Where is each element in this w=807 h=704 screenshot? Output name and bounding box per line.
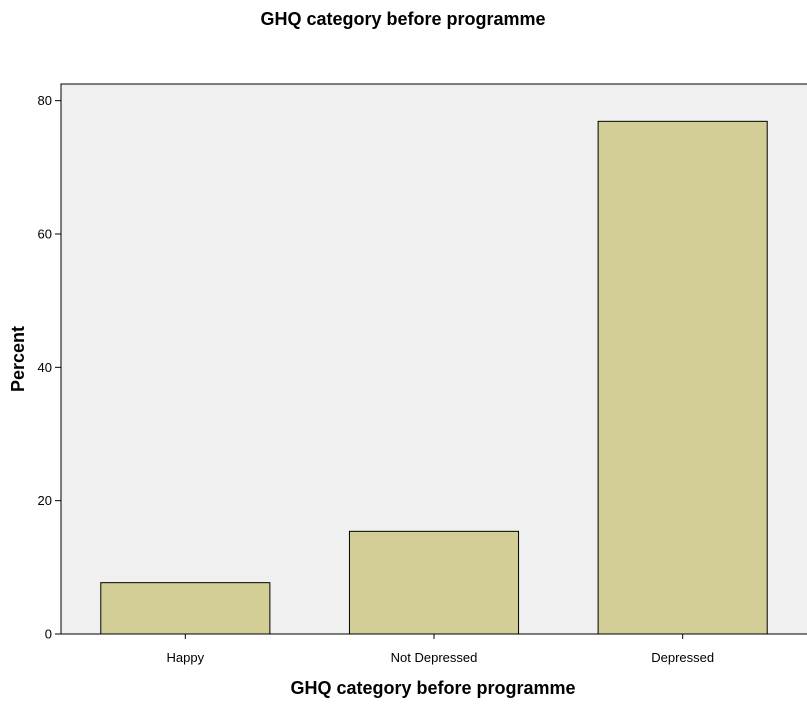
chart-title: GHQ category before programme <box>260 9 545 29</box>
y-tick-label: 40 <box>38 360 52 375</box>
y-tick-label: 60 <box>38 227 52 242</box>
y-tick-label: 20 <box>38 493 52 508</box>
bar-happy <box>100 582 271 635</box>
y-axis-label: Percent <box>8 326 28 392</box>
y-tick-label: 0 <box>45 627 52 642</box>
y-axis: 0 20 40 60 80 <box>38 93 61 642</box>
x-tick-label: Not Depressed <box>391 650 478 665</box>
y-tick-label: 80 <box>38 93 52 108</box>
x-axis-label: GHQ category before programme <box>290 678 575 698</box>
x-tick-label: Depressed <box>651 650 714 665</box>
bars <box>100 120 768 635</box>
bar-depressed <box>597 120 768 635</box>
bar-not-depressed <box>348 530 520 635</box>
x-tick-label: Happy <box>167 650 205 665</box>
x-axis: Happy Not Depressed Depressed <box>167 634 714 665</box>
